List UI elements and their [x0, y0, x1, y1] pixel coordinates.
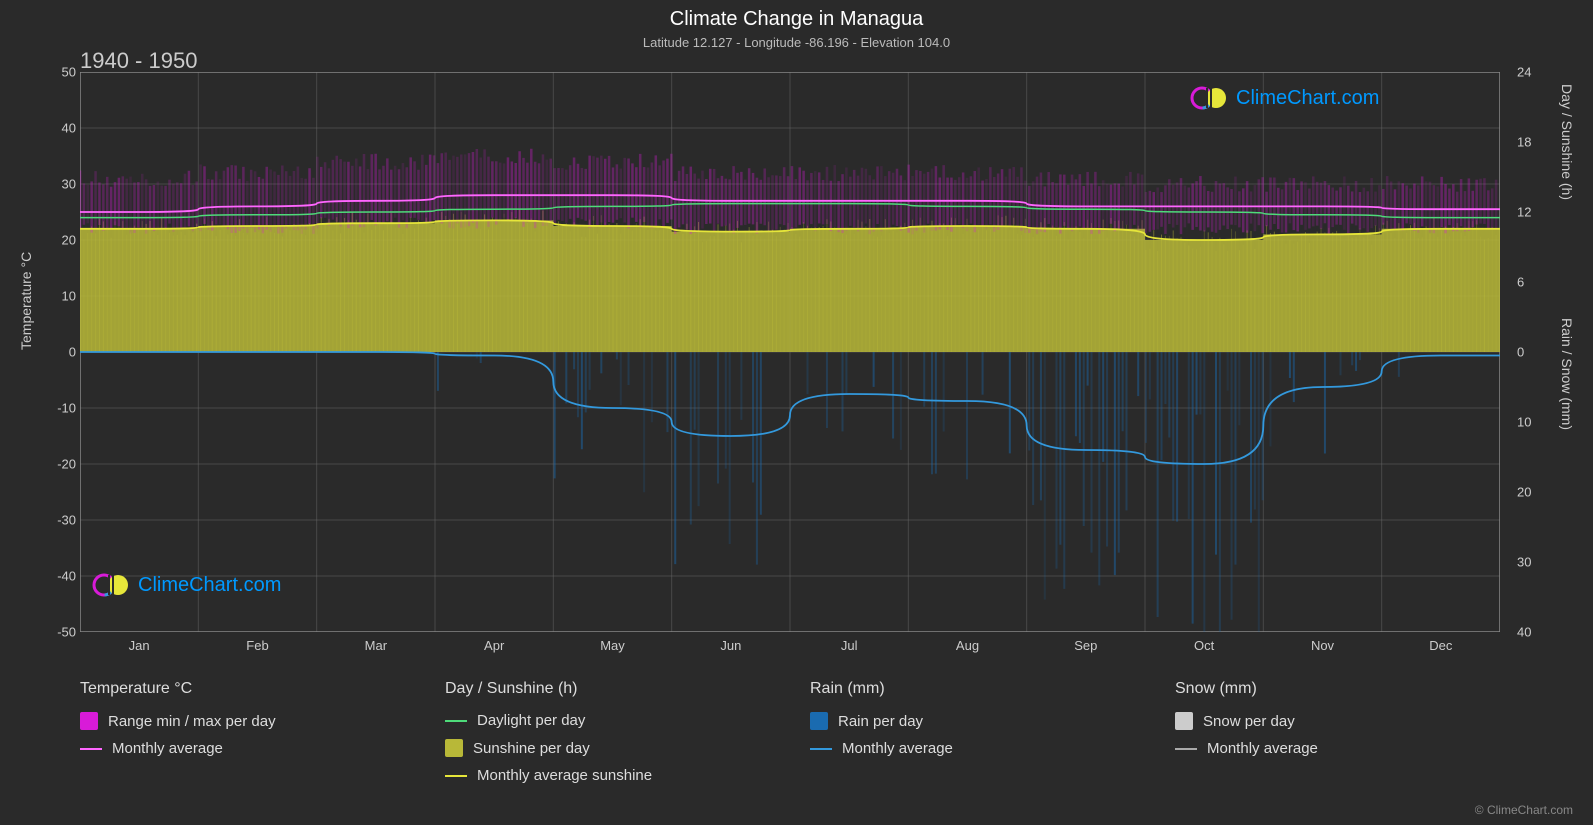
period-label: 1940 - 1950 — [80, 48, 197, 74]
chart-svg — [80, 72, 1500, 632]
legend-label: Sunshine per day — [473, 740, 590, 757]
legend-item: Monthly average — [810, 740, 1135, 757]
x-tick-month: Sep — [1074, 638, 1097, 653]
legend-col-rain: Rain (mm) Rain per day Monthly average — [810, 680, 1135, 794]
legend-item: Monthly average sunshine — [445, 767, 770, 784]
watermark-top: ClimeChart.com — [1190, 85, 1379, 111]
chart-subtitle: Latitude 12.127 - Longitude -86.196 - El… — [0, 31, 1593, 50]
x-tick-month: Oct — [1194, 638, 1214, 653]
legend-item: Daylight per day — [445, 712, 770, 729]
legend-item: Sunshine per day — [445, 739, 770, 757]
legend-label: Monthly average — [1207, 740, 1318, 757]
x-tick-month: Mar — [365, 638, 387, 653]
legend-title: Rain (mm) — [810, 680, 1135, 698]
legend: Temperature °C Range min / max per day M… — [80, 680, 1500, 794]
y-tick-right: 18 — [1517, 135, 1545, 150]
x-tick-month: Aug — [956, 638, 979, 653]
legend-line-daylight — [445, 720, 467, 722]
legend-line-temp-avg — [80, 748, 102, 750]
legend-label: Range min / max per day — [108, 713, 276, 730]
x-tick-month: Apr — [484, 638, 504, 653]
chart-title: Climate Change in Managua — [0, 0, 1593, 31]
y-tick-left: 30 — [48, 177, 76, 192]
copyright: © ClimeChart.com — [1475, 803, 1573, 817]
x-tick-month: Jul — [841, 638, 858, 653]
legend-line-snow-avg — [1175, 748, 1197, 750]
legend-title: Temperature °C — [80, 680, 405, 698]
y-tick-left: 10 — [48, 289, 76, 304]
y-tick-left: -40 — [48, 569, 76, 584]
y-tick-right: 20 — [1517, 485, 1545, 500]
legend-label: Monthly average — [112, 740, 223, 757]
legend-item: Snow per day — [1175, 712, 1500, 730]
y-axis-left-label: Temperature °C — [18, 252, 34, 350]
legend-title: Day / Sunshine (h) — [445, 680, 770, 698]
legend-col-temperature: Temperature °C Range min / max per day M… — [80, 680, 405, 794]
legend-col-sunshine: Day / Sunshine (h) Daylight per day Suns… — [445, 680, 770, 794]
y-tick-left: -30 — [48, 513, 76, 528]
y-tick-left: 0 — [48, 345, 76, 360]
legend-item: Range min / max per day — [80, 712, 405, 730]
legend-label: Monthly average sunshine — [477, 767, 652, 784]
x-tick-month: Dec — [1429, 638, 1452, 653]
y-tick-left: 40 — [48, 121, 76, 136]
x-tick-month: May — [600, 638, 625, 653]
logo-icon — [92, 572, 132, 598]
watermark-text: ClimeChart.com — [1236, 87, 1379, 110]
legend-title: Snow (mm) — [1175, 680, 1500, 698]
legend-item: Rain per day — [810, 712, 1135, 730]
y-tick-right: 6 — [1517, 275, 1545, 290]
y-tick-left: 50 — [48, 65, 76, 80]
y-axis-right-top-label: Day / Sunshine (h) — [1559, 84, 1575, 200]
chart-plot-area — [80, 72, 1500, 632]
x-tick-month: Jun — [720, 638, 741, 653]
legend-line-sunshine-avg — [445, 775, 467, 777]
y-tick-right: 30 — [1517, 555, 1545, 570]
legend-swatch-temp-range — [80, 712, 98, 730]
y-tick-right: 10 — [1517, 415, 1545, 430]
y-tick-left: 20 — [48, 233, 76, 248]
y-tick-right: 12 — [1517, 205, 1545, 220]
x-tick-month: Nov — [1311, 638, 1334, 653]
legend-label: Monthly average — [842, 740, 953, 757]
legend-swatch-rain — [810, 712, 828, 730]
legend-label: Daylight per day — [477, 712, 585, 729]
y-tick-left: -10 — [48, 401, 76, 416]
legend-col-snow: Snow (mm) Snow per day Monthly average — [1175, 680, 1500, 794]
logo-icon — [1190, 85, 1230, 111]
legend-label: Snow per day — [1203, 713, 1295, 730]
y-tick-right: 0 — [1517, 345, 1545, 360]
legend-swatch-sunshine — [445, 739, 463, 757]
y-tick-left: -20 — [48, 457, 76, 472]
y-axis-right-bottom-label: Rain / Snow (mm) — [1559, 318, 1575, 430]
watermark-bottom: ClimeChart.com — [92, 572, 281, 598]
x-tick-month: Jan — [129, 638, 150, 653]
y-tick-right: 40 — [1517, 625, 1545, 640]
y-tick-left: -50 — [48, 625, 76, 640]
legend-item: Monthly average — [1175, 740, 1500, 757]
legend-swatch-snow — [1175, 712, 1193, 730]
legend-line-rain-avg — [810, 748, 832, 750]
x-tick-month: Feb — [246, 638, 268, 653]
legend-item: Monthly average — [80, 740, 405, 757]
y-tick-right: 24 — [1517, 65, 1545, 80]
legend-label: Rain per day — [838, 713, 923, 730]
watermark-text: ClimeChart.com — [138, 574, 281, 597]
